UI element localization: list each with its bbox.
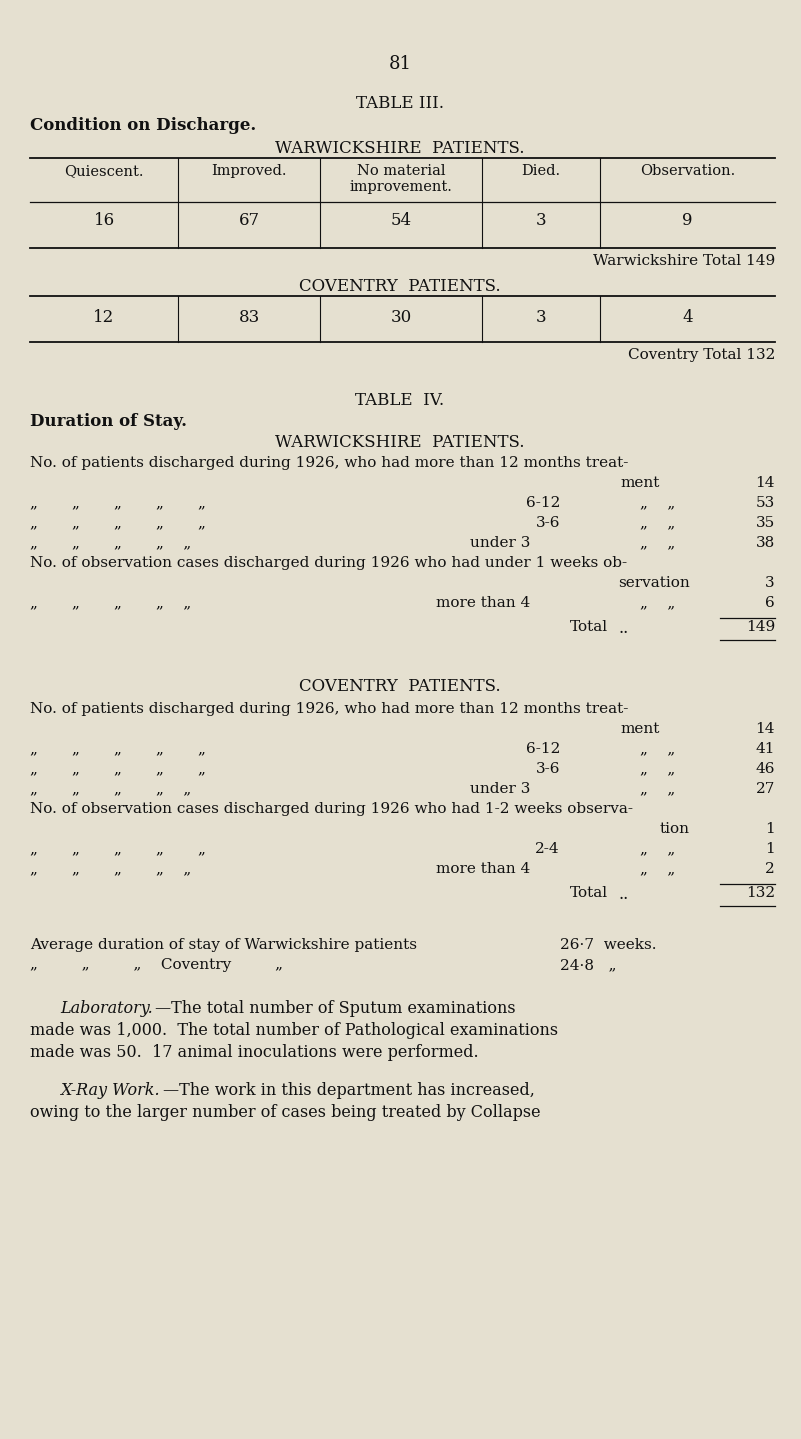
Text: COVENTRY  PATIENTS.: COVENTRY PATIENTS.	[300, 278, 501, 295]
Text: 2: 2	[765, 862, 775, 876]
Text: servation: servation	[618, 576, 690, 590]
Text: COVENTRY  PATIENTS.: COVENTRY PATIENTS.	[300, 678, 501, 695]
Text: 54: 54	[390, 212, 412, 229]
Text: 14: 14	[755, 476, 775, 491]
Text: „       „       „       „       „: „ „ „ „ „	[30, 517, 206, 530]
Text: „    „: „ „	[640, 517, 675, 530]
Text: 12: 12	[94, 309, 115, 327]
Text: ..: ..	[618, 886, 628, 904]
Text: „         „         „    Coventry         „: „ „ „ Coventry „	[30, 958, 283, 971]
Text: 1: 1	[765, 842, 775, 856]
Text: 9: 9	[682, 212, 693, 229]
Text: „       „       „       „    „: „ „ „ „ „	[30, 535, 191, 550]
Text: Quiescent.: Quiescent.	[64, 164, 143, 178]
Text: „    „: „ „	[640, 763, 675, 776]
Text: TABLE  IV.: TABLE IV.	[356, 391, 445, 409]
Text: 14: 14	[755, 722, 775, 735]
Text: 3: 3	[536, 309, 546, 327]
Text: „    „: „ „	[640, 743, 675, 755]
Text: 81: 81	[388, 55, 412, 73]
Text: „       „       „       „       „: „ „ „ „ „	[30, 496, 206, 509]
Text: ..: ..	[618, 620, 628, 637]
Text: 35: 35	[756, 517, 775, 530]
Text: Improved.: Improved.	[211, 164, 287, 178]
Text: tion: tion	[660, 822, 690, 836]
Text: made was 50.  17 animal inoculations were performed.: made was 50. 17 animal inoculations were…	[30, 1045, 479, 1061]
Text: WARWICKSHIRE  PATIENTS.: WARWICKSHIRE PATIENTS.	[276, 140, 525, 157]
Text: „       „       „       „       „: „ „ „ „ „	[30, 842, 206, 856]
Text: Laboratory.: Laboratory.	[60, 1000, 153, 1017]
Text: Total: Total	[570, 886, 608, 899]
Text: —The work in this department has increased,: —The work in this department has increas…	[163, 1082, 535, 1099]
Text: ment: ment	[621, 722, 660, 735]
Text: Duration of Stay.: Duration of Stay.	[30, 413, 187, 430]
Text: „    „: „ „	[640, 596, 675, 610]
Text: TABLE III.: TABLE III.	[356, 95, 444, 112]
Text: Condition on Discharge.: Condition on Discharge.	[30, 117, 256, 134]
Text: 27: 27	[755, 781, 775, 796]
Text: made was 1,000.  The total number of Pathological examinations: made was 1,000. The total number of Path…	[30, 1022, 558, 1039]
Text: „       „       „       „    „: „ „ „ „ „	[30, 781, 191, 796]
Text: 83: 83	[239, 309, 260, 327]
Text: more than 4: more than 4	[436, 862, 530, 876]
Text: „    „: „ „	[640, 862, 675, 876]
Text: 149: 149	[746, 620, 775, 635]
Text: „       „       „       „    „: „ „ „ „ „	[30, 596, 191, 610]
Text: 2-4: 2-4	[535, 842, 560, 856]
Text: „       „       „       „    „: „ „ „ „ „	[30, 862, 191, 876]
Text: Warwickshire Total 149: Warwickshire Total 149	[593, 255, 775, 268]
Text: 30: 30	[390, 309, 412, 327]
Text: No. of patients discharged during 1926, who had more than 12 months treat-: No. of patients discharged during 1926, …	[30, 456, 628, 471]
Text: 53: 53	[756, 496, 775, 509]
Text: No. of observation cases discharged during 1926 who had under 1 weeks ob-: No. of observation cases discharged duri…	[30, 555, 627, 570]
Text: „    „: „ „	[640, 842, 675, 856]
Text: 16: 16	[94, 212, 115, 229]
Text: Average duration of stay of Warwickshire patients: Average duration of stay of Warwickshire…	[30, 938, 417, 953]
Text: under 3: under 3	[469, 535, 530, 550]
Text: Coventry Total 132: Coventry Total 132	[628, 348, 775, 363]
Text: 132: 132	[746, 886, 775, 899]
Text: „       „       „       „       „: „ „ „ „ „	[30, 763, 206, 776]
Text: Total: Total	[570, 620, 608, 635]
Text: X-Ray Work.: X-Ray Work.	[60, 1082, 159, 1099]
Text: No. of patients discharged during 1926, who had more than 12 months treat-: No. of patients discharged during 1926, …	[30, 702, 628, 717]
Text: owing to the larger number of cases being treated by Collapse: owing to the larger number of cases bein…	[30, 1104, 541, 1121]
Text: No. of observation cases discharged during 1926 who had 1-2 weeks observa-: No. of observation cases discharged duri…	[30, 802, 633, 816]
Text: „       „       „       „       „: „ „ „ „ „	[30, 743, 206, 755]
Text: 67: 67	[239, 212, 260, 229]
Text: 4: 4	[682, 309, 693, 327]
Text: 41: 41	[755, 743, 775, 755]
Text: more than 4: more than 4	[436, 596, 530, 610]
Text: 3: 3	[766, 576, 775, 590]
Text: 6-12: 6-12	[525, 496, 560, 509]
Text: 6: 6	[765, 596, 775, 610]
Text: —The total number of Sputum examinations: —The total number of Sputum examinations	[155, 1000, 516, 1017]
Text: 3-6: 3-6	[536, 517, 560, 530]
Text: „    „: „ „	[640, 496, 675, 509]
Text: under 3: under 3	[469, 781, 530, 796]
Text: ment: ment	[621, 476, 660, 491]
Text: Observation.: Observation.	[640, 164, 735, 178]
Text: 6-12: 6-12	[525, 743, 560, 755]
Text: 46: 46	[755, 763, 775, 776]
Text: 24·8   „: 24·8 „	[560, 958, 617, 971]
Text: Died.: Died.	[521, 164, 561, 178]
Text: 3-6: 3-6	[536, 763, 560, 776]
Text: 26·7  weeks.: 26·7 weeks.	[560, 938, 657, 953]
Text: „    „: „ „	[640, 781, 675, 796]
Text: WARWICKSHIRE  PATIENTS.: WARWICKSHIRE PATIENTS.	[276, 435, 525, 450]
Text: 3: 3	[536, 212, 546, 229]
Text: No material
improvement.: No material improvement.	[349, 164, 453, 194]
Text: 38: 38	[756, 535, 775, 550]
Text: 1: 1	[765, 822, 775, 836]
Text: „    „: „ „	[640, 535, 675, 550]
